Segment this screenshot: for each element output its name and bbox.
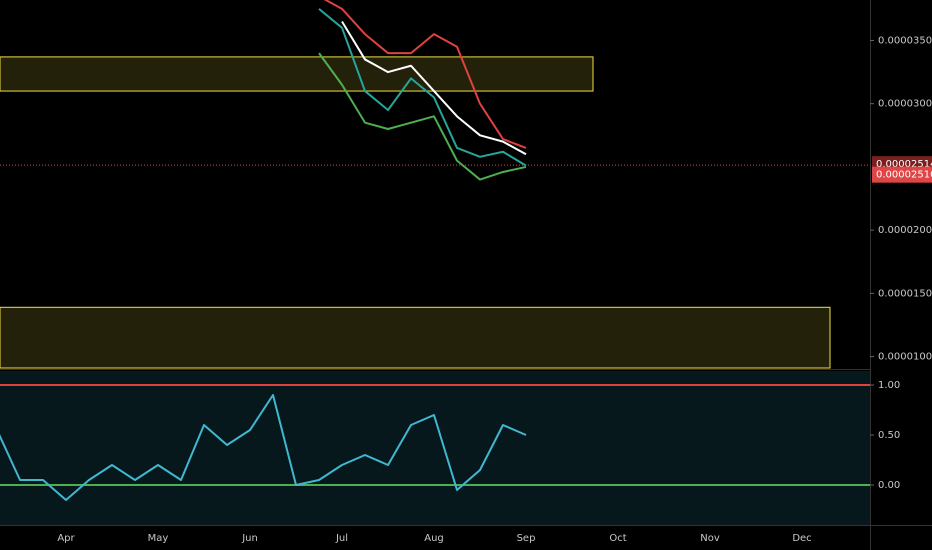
y-tick-label: 0.00001000	[878, 352, 932, 363]
x-tick-label: Sep	[517, 533, 536, 544]
y-tick-label: 1.00	[878, 380, 900, 391]
series-line	[341, 20, 527, 156]
series-line	[323, 0, 527, 149]
x-tick-label: Apr	[57, 533, 75, 544]
x-tick-label: Jun	[241, 533, 258, 544]
price-tag-label: 0.00002510	[876, 170, 932, 181]
x-tick-label: Jul	[335, 533, 348, 544]
x-tick-label: Dec	[792, 533, 811, 544]
series-line	[0, 394, 527, 501]
x-tick-label: Oct	[609, 533, 626, 544]
x-tick-label: Nov	[700, 533, 720, 544]
zone	[0, 306, 831, 369]
oscillator-background	[0, 371, 870, 525]
x-tick-label: May	[148, 533, 169, 544]
y-tick-label: 0.00	[878, 480, 900, 491]
series-line	[318, 8, 527, 167]
series-line	[318, 52, 527, 181]
zone	[0, 56, 594, 92]
y-tick-label: 0.50	[878, 430, 900, 441]
price-tag-label: 0.00002514	[876, 159, 932, 170]
price-tag	[872, 166, 932, 183]
x-tick-label: Aug	[424, 533, 444, 544]
